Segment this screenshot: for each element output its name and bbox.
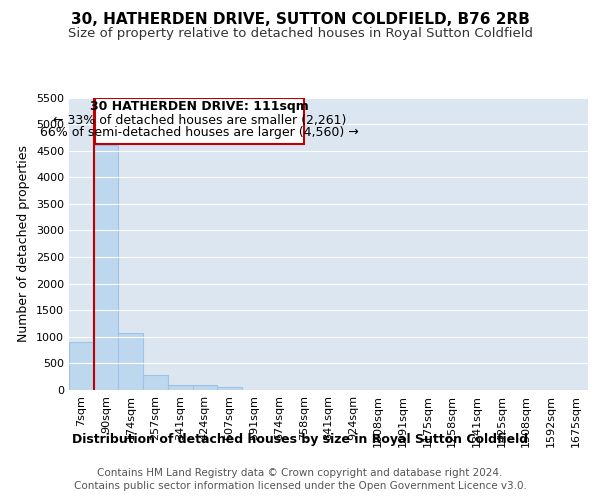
Text: Contains public sector information licensed under the Open Government Licence v3: Contains public sector information licen… bbox=[74, 481, 526, 491]
Text: Contains HM Land Registry data © Crown copyright and database right 2024.: Contains HM Land Registry data © Crown c… bbox=[97, 468, 503, 477]
FancyBboxPatch shape bbox=[95, 98, 304, 144]
Text: 30, HATHERDEN DRIVE, SUTTON COLDFIELD, B76 2RB: 30, HATHERDEN DRIVE, SUTTON COLDFIELD, B… bbox=[71, 12, 529, 28]
Bar bbox=[94, 146, 118, 390]
Bar bbox=[217, 388, 242, 390]
Bar bbox=[168, 385, 193, 390]
Bar bbox=[143, 374, 168, 390]
Text: ← 33% of detached houses are smaller (2,261): ← 33% of detached houses are smaller (2,… bbox=[53, 114, 346, 127]
Y-axis label: Number of detached properties: Number of detached properties bbox=[17, 145, 31, 342]
Bar bbox=[193, 385, 217, 390]
Bar bbox=[118, 333, 143, 390]
Text: 30 HATHERDEN DRIVE: 111sqm: 30 HATHERDEN DRIVE: 111sqm bbox=[90, 100, 309, 113]
Text: Distribution of detached houses by size in Royal Sutton Coldfield: Distribution of detached houses by size … bbox=[72, 432, 528, 446]
Text: 66% of semi-detached houses are larger (4,560) →: 66% of semi-detached houses are larger (… bbox=[40, 126, 359, 139]
Bar bbox=[69, 342, 94, 390]
Text: Size of property relative to detached houses in Royal Sutton Coldfield: Size of property relative to detached ho… bbox=[67, 28, 533, 40]
